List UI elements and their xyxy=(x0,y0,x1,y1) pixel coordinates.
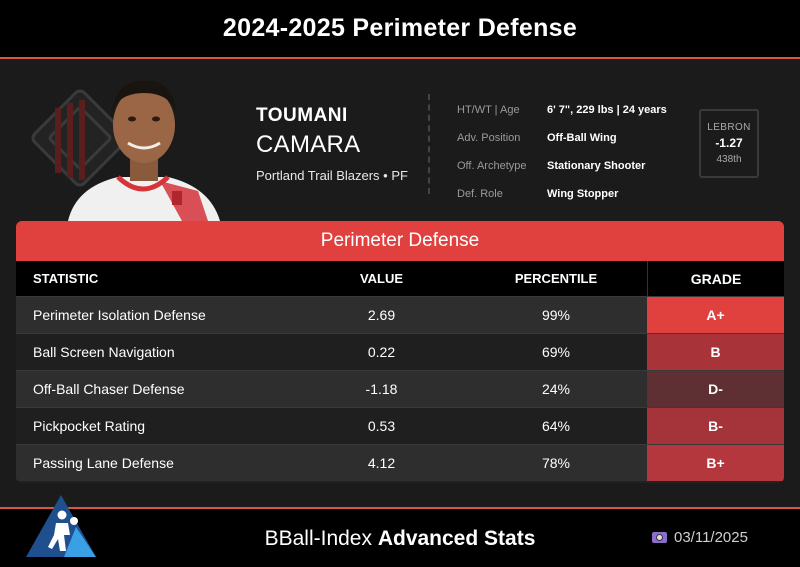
info-label: Off. Archetype xyxy=(457,160,527,172)
table-row: Perimeter Isolation Defense 2.69 99% A+ xyxy=(16,296,784,333)
cell-percentile: 69% xyxy=(541,344,571,360)
info-value: Wing Stopper xyxy=(547,188,619,200)
lebron-label: LEBRON xyxy=(707,122,751,133)
info-label: Def. Role xyxy=(457,188,503,200)
trail-blazers-logo xyxy=(31,89,129,187)
cell-value: 2.69 xyxy=(367,307,396,323)
footer-brand: BBall-Index Advanced Stats xyxy=(0,527,800,551)
stats-panel-title: Perimeter Defense xyxy=(16,221,784,261)
cell-percentile: 24% xyxy=(541,381,571,397)
page-header: 2024-2025 Perimeter Defense xyxy=(0,0,800,59)
page-footer: BBall-Index Advanced Stats 03/11/2025 xyxy=(0,495,800,567)
date-text: 03/11/2025 xyxy=(674,529,748,546)
cell-value: 0.53 xyxy=(367,418,396,434)
cell-grade: B xyxy=(647,334,784,370)
cell-percentile: 78% xyxy=(541,455,571,471)
player-last-name: CAMARA xyxy=(256,131,361,158)
cell-grade: A+ xyxy=(647,297,784,333)
camera-icon xyxy=(652,532,667,543)
info-label: Adv. Position xyxy=(457,132,521,144)
header-grade: GRADE xyxy=(647,261,784,296)
footer-date: 03/11/2025 xyxy=(652,529,748,546)
cell-statistic: Ball Screen Navigation xyxy=(33,344,175,360)
lebron-box: LEBRON -1.27 438th xyxy=(699,109,759,178)
player-card: TOUMANI CAMARA Portland Trail Blazers • … xyxy=(0,61,800,221)
info-label: HT/WT | Age xyxy=(457,104,520,116)
header-percentile: PERCENTILE xyxy=(514,271,598,286)
table-row: Off-Ball Chaser Defense -1.18 24% D- xyxy=(16,370,784,407)
table-row: Pickpocket Rating 0.53 64% B- xyxy=(16,407,784,444)
brand-suffix: Advanced Stats xyxy=(377,527,536,550)
cell-value: 0.22 xyxy=(367,344,396,360)
brand-prefix: BBall-Index xyxy=(264,527,372,550)
player-first-name: TOUMANI xyxy=(256,105,348,126)
cell-percentile: 64% xyxy=(541,418,571,434)
divider xyxy=(428,94,430,194)
lebron-rank: 438th xyxy=(716,154,742,165)
cell-statistic: Passing Lane Defense xyxy=(33,455,174,471)
stats-panel: Perimeter Defense STATISTIC VALUE PERCEN… xyxy=(16,221,784,483)
table-header: STATISTIC VALUE PERCENTILE GRADE xyxy=(16,261,784,296)
cell-value: 4.12 xyxy=(367,455,396,471)
page-title: 2024-2025 Perimeter Defense xyxy=(222,14,578,42)
info-row-position: Adv. Position Off-Ball Wing xyxy=(457,124,687,152)
player-name-block: TOUMANI CAMARA Portland Trail Blazers • … xyxy=(256,105,408,183)
cell-statistic: Pickpocket Rating xyxy=(33,418,146,434)
cell-statistic: Off-Ball Chaser Defense xyxy=(33,381,185,397)
cell-grade: B- xyxy=(647,408,784,444)
info-row-archetype: Off. Archetype Stationary Shooter xyxy=(457,152,687,180)
cell-percentile: 99% xyxy=(541,307,571,323)
info-row-height-weight-age: HT/WT | Age 6' 7", 229 lbs | 24 years xyxy=(457,96,687,124)
cell-grade: B+ xyxy=(647,445,784,481)
table-row: Ball Screen Navigation 0.22 69% B xyxy=(16,333,784,370)
info-value: Stationary Shooter xyxy=(547,160,646,172)
bball-index-logo xyxy=(26,495,96,557)
player-photo xyxy=(68,80,220,221)
header-statistic: STATISTIC xyxy=(33,271,99,286)
info-value: Off-Ball Wing xyxy=(547,132,617,144)
info-value: 6' 7", 229 lbs | 24 years xyxy=(547,104,667,116)
cell-value: -1.18 xyxy=(365,381,398,397)
info-row-def-role: Def. Role Wing Stopper xyxy=(457,180,687,208)
player-info: HT/WT | Age 6' 7", 229 lbs | 24 years Ad… xyxy=(457,96,687,208)
lebron-value: -1.27 xyxy=(715,136,743,150)
player-team: Portland Trail Blazers • PF xyxy=(256,168,408,183)
cell-grade: D- xyxy=(647,371,784,407)
table-row: Passing Lane Defense 4.12 78% B+ xyxy=(16,444,784,481)
cell-statistic: Perimeter Isolation Defense xyxy=(33,307,206,323)
header-value: VALUE xyxy=(359,271,404,286)
